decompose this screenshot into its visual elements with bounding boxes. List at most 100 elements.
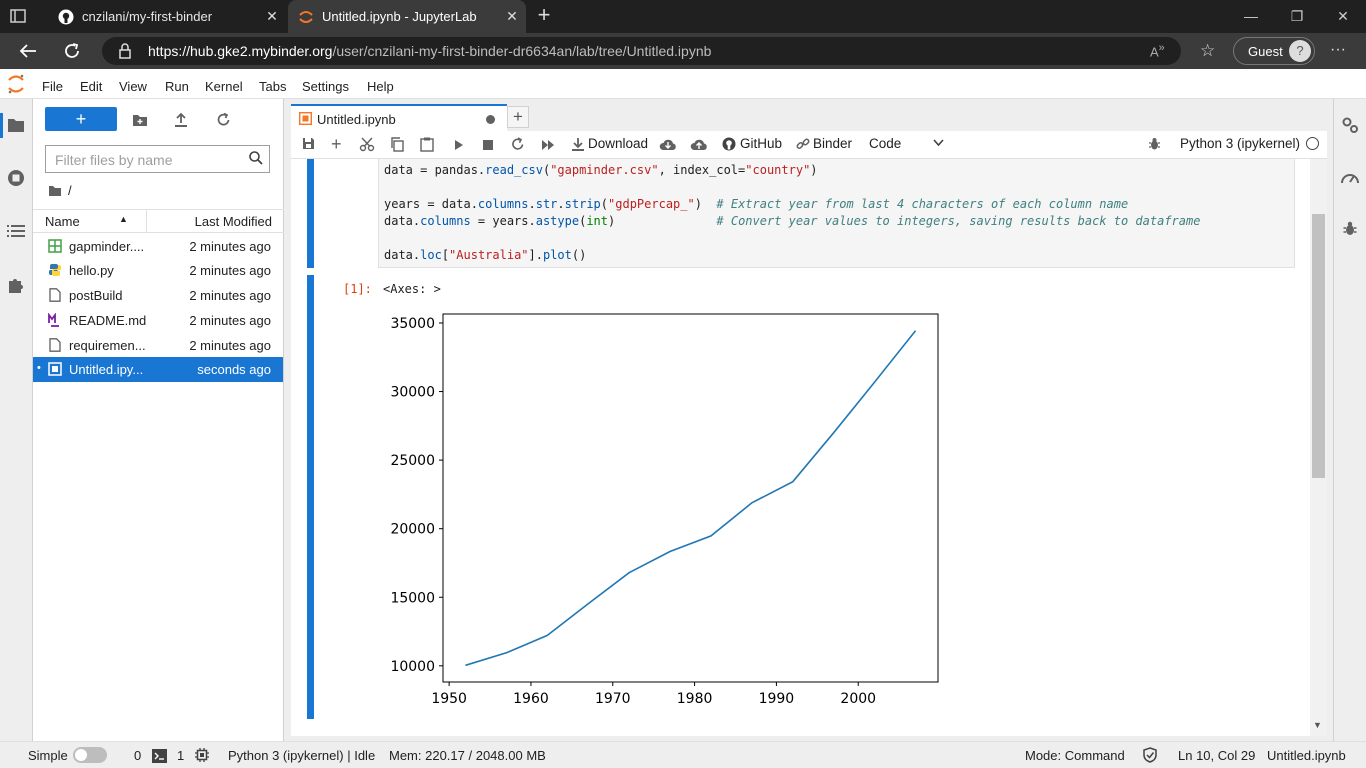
property-inspector-icon[interactable]: [1341, 116, 1359, 134]
column-name-header[interactable]: Name: [45, 214, 80, 229]
new-folder-icon[interactable]: [132, 113, 148, 127]
chevron-down-icon[interactable]: [933, 139, 944, 147]
github-button[interactable]: GitHub: [740, 136, 783, 151]
filter-files-input[interactable]: Filter files by name: [45, 145, 270, 173]
new-tab-button[interactable]: +: [537, 2, 551, 27]
back-icon[interactable]: [18, 42, 38, 60]
running-sessions-icon[interactable]: [7, 169, 25, 187]
profile-button[interactable]: Guest ?: [1233, 37, 1315, 65]
resource-usage-icon[interactable]: [1340, 169, 1360, 187]
jupyter-icon: [298, 9, 314, 25]
code-line-1: data = pandas.read_csv("gapminder.csv", …: [384, 163, 818, 177]
menu-help[interactable]: Help: [367, 79, 394, 94]
input-collapser[interactable]: [307, 159, 314, 268]
address-bar[interactable]: https://hub.gke2.mybinder.org/user/cnzil…: [102, 37, 1181, 65]
mode-indicator[interactable]: Mode: Command: [1025, 748, 1125, 763]
close-icon[interactable]: ✕: [266, 8, 278, 24]
save-icon[interactable]: [302, 137, 315, 150]
new-launcher-button[interactable]: +: [45, 107, 117, 131]
menu-file[interactable]: File: [42, 79, 63, 94]
menu-edit[interactable]: Edit: [80, 79, 103, 94]
refresh-icon[interactable]: [216, 112, 231, 127]
file-row-untitled-ipynb[interactable]: • Untitled.ipy... seconds ago: [33, 357, 283, 382]
menu-tabs[interactable]: Tabs: [259, 79, 287, 94]
shield-icon[interactable]: [1143, 747, 1157, 763]
lock-icon[interactable]: [118, 43, 132, 59]
left-activity-bar: [0, 99, 33, 741]
debugger-icon[interactable]: [1343, 221, 1357, 237]
download-icon[interactable]: [571, 137, 585, 152]
cursor-position[interactable]: Ln 10, Col 29: [1178, 748, 1256, 763]
minimize-icon[interactable]: —: [1244, 8, 1258, 24]
column-modified-header[interactable]: Last Modified: [194, 214, 272, 229]
file-name: Untitled.ipy...: [69, 362, 144, 377]
upload-icon[interactable]: [174, 112, 188, 128]
cut-icon[interactable]: [359, 137, 375, 152]
file-row-readme[interactable]: README.md 2 minutes ago: [33, 308, 283, 333]
kernel-chip-icon[interactable]: [195, 748, 209, 762]
file-row-gapminder[interactable]: gapminder.... 2 minutes ago: [33, 234, 283, 259]
workspaces-icon[interactable]: [10, 8, 26, 24]
more-icon[interactable]: ···: [1330, 41, 1346, 58]
file-row-hello-py[interactable]: hello.py 2 minutes ago: [33, 258, 283, 283]
file-name: postBuild: [69, 288, 123, 303]
file-row-postbuild[interactable]: postBuild 2 minutes ago: [33, 283, 283, 308]
close-icon[interactable]: ✕: [506, 8, 518, 24]
cell-type-select[interactable]: Code: [869, 136, 902, 151]
read-aloud-icon[interactable]: A»: [1150, 42, 1165, 60]
simple-mode-label: Simple: [28, 748, 68, 763]
binder-link-icon[interactable]: [796, 137, 810, 151]
favorites-icon[interactable]: ☆: [1200, 41, 1216, 60]
refresh-icon[interactable]: [62, 41, 82, 61]
table-of-contents-icon[interactable]: [7, 223, 25, 239]
simple-mode-toggle[interactable]: [73, 747, 107, 763]
menu-settings[interactable]: Settings: [302, 79, 349, 94]
x-tick-label: 1950: [431, 691, 467, 707]
copy-icon[interactable]: [390, 137, 404, 152]
bug-icon[interactable]: [1148, 137, 1161, 151]
github-icon[interactable]: [722, 137, 736, 151]
running-dot-icon: •: [37, 362, 41, 374]
maximize-icon[interactable]: ❐: [1290, 8, 1304, 24]
cloud-download-icon[interactable]: [659, 137, 677, 151]
insert-cell-icon[interactable]: +: [331, 134, 342, 154]
restart-icon[interactable]: [511, 137, 525, 151]
terminal-count: 0: [134, 748, 142, 763]
fast-forward-icon[interactable]: [541, 139, 555, 151]
terminal-icon[interactable]: [152, 749, 167, 763]
run-icon[interactable]: [454, 139, 464, 151]
unsaved-dot-icon[interactable]: [486, 115, 495, 124]
browser-tab-github[interactable]: cnzilani/my-first-binder ✕: [46, 0, 286, 33]
kernel-status[interactable]: Python 3 (ipykernel) | Idle: [228, 748, 376, 763]
stop-icon[interactable]: [483, 140, 493, 150]
column-divider[interactable]: [146, 210, 147, 232]
menu-kernel[interactable]: Kernel: [205, 79, 243, 94]
menu-run[interactable]: Run: [165, 79, 189, 94]
code-cell-input[interactable]: data = pandas.read_csv("gapminder.csv", …: [378, 159, 1295, 268]
notebook-tab[interactable]: Untitled.ipynb: [291, 104, 507, 131]
scroll-down-icon[interactable]: ▼: [1313, 720, 1322, 730]
cloud-upload-icon[interactable]: [690, 137, 708, 151]
new-launcher-tab-button[interactable]: +: [507, 106, 529, 128]
folder-icon[interactable]: [48, 185, 62, 197]
close-window-icon[interactable]: ✕: [1337, 8, 1349, 24]
file-browser-panel: [33, 99, 284, 741]
breadcrumb[interactable]: /: [48, 183, 72, 198]
binder-button[interactable]: Binder: [813, 136, 853, 151]
kernel-name-button[interactable]: Python 3 (ipykernel): [1180, 136, 1301, 151]
sort-ascending-icon[interactable]: ▲: [119, 214, 128, 224]
file-modified: 2 minutes ago: [189, 239, 271, 254]
extension-manager-icon[interactable]: [7, 276, 25, 294]
menu-view[interactable]: View: [119, 79, 147, 94]
scrollbar-thumb[interactable]: [1312, 214, 1325, 478]
browser-tab-title: cnzilani/my-first-binder: [82, 9, 213, 24]
breadcrumb-root[interactable]: /: [68, 183, 72, 198]
status-bar: Simple 0 1 Python 3 (ipykernel) | Idle M…: [0, 741, 1366, 768]
download-button[interactable]: Download: [588, 136, 649, 151]
paste-icon[interactable]: [420, 137, 434, 152]
github-icon: [58, 9, 74, 25]
file-row-requirements[interactable]: requiremen... 2 minutes ago: [33, 333, 283, 358]
browser-tab-jupyterlab[interactable]: Untitled.ipynb - JupyterLab ✕: [288, 0, 526, 33]
folder-icon[interactable]: [7, 117, 25, 133]
output-collapser[interactable]: [307, 275, 314, 719]
